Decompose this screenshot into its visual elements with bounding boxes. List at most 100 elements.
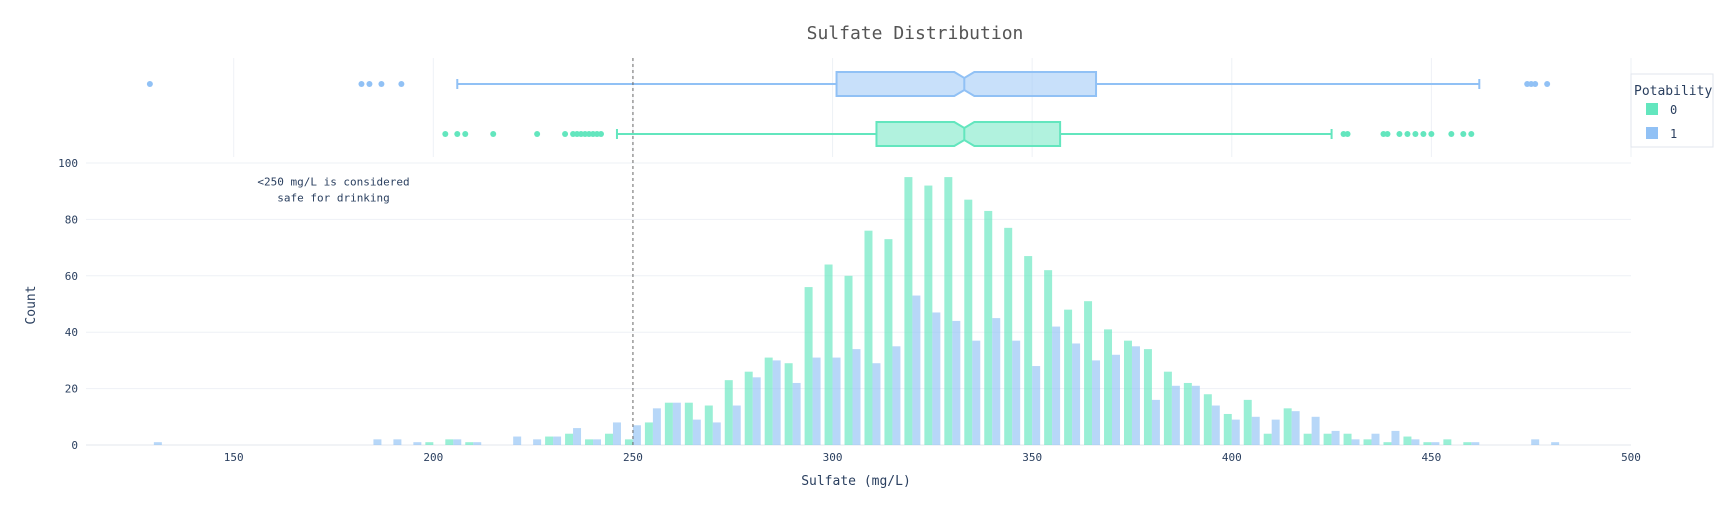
histogram-bar-series-1 [1052, 326, 1061, 445]
legend-title: Potability [1634, 84, 1712, 99]
histogram-bar-series-1 [632, 425, 641, 445]
box-outlier-series-0 [454, 131, 461, 137]
histogram-bar-series-1 [1072, 343, 1081, 445]
histogram-bar-series-1 [772, 360, 781, 445]
histogram-bar-series-1 [373, 439, 382, 445]
legend-swatch-0[interactable] [1646, 103, 1658, 115]
y-tick-label: 40 [65, 326, 78, 339]
histogram-bar-series-1 [513, 436, 522, 445]
histogram-bar-series-0 [1104, 329, 1113, 445]
box-outlier-series-1 [358, 81, 365, 87]
histogram-bar-series-0 [1463, 442, 1472, 445]
histogram-bar-series-1 [1271, 419, 1280, 445]
histogram-bar-series-1 [1191, 385, 1200, 445]
box-outlier-series-1 [146, 81, 153, 87]
box-outlier-series-0 [1396, 131, 1403, 137]
x-tick-label: 150 [224, 451, 244, 464]
chart-title: Sulfate Distribution [807, 23, 1024, 44]
box-outlier-series-1 [1544, 81, 1551, 87]
histogram-bar-series-1 [1092, 360, 1101, 445]
histogram-bar-series-0 [924, 185, 933, 445]
histogram-bar-series-0 [784, 363, 793, 445]
histogram-bar-series-1 [612, 422, 621, 445]
histogram-bar-series-0 [1323, 433, 1332, 445]
x-tick-label: 300 [823, 451, 843, 464]
histogram-bar-series-1 [1471, 442, 1480, 445]
box-outlier-series-0 [534, 131, 541, 137]
box-outlier-series-0 [1420, 131, 1427, 137]
box-body-series-0 [875, 121, 1062, 147]
histogram-bar-series-0 [1203, 394, 1212, 445]
histogram-bar-series-1 [872, 363, 881, 445]
histogram-bar-series-1 [1032, 366, 1041, 445]
histogram-bar-series-0 [944, 177, 953, 445]
histogram-bar-series-0 [624, 439, 633, 445]
histogram-bar-series-1 [892, 346, 901, 445]
histogram-bar-series-1 [1331, 430, 1340, 445]
annotation-line-1: <250 mg/L is considered [257, 176, 409, 189]
histogram-bar-series-0 [684, 402, 693, 445]
box-outlier-series-0 [1468, 131, 1475, 137]
annotation-line-2: safe for drinking [277, 192, 390, 205]
histogram-bar-series-1 [1431, 442, 1440, 445]
histogram-bar-series-1 [852, 349, 861, 445]
box-outlier-series-1 [378, 81, 385, 87]
x-tick-label: 250 [623, 451, 643, 464]
y-tick-label: 60 [65, 270, 78, 283]
histogram-bar-series-0 [824, 264, 833, 445]
x-tick-label: 400 [1222, 451, 1242, 464]
histogram-bar-series-0 [1024, 256, 1033, 445]
box-body-series-1 [835, 71, 1098, 97]
histogram-bar-series-0 [644, 422, 653, 445]
histogram-bar-series-1 [1391, 430, 1400, 445]
histogram-bar-series-0 [1263, 433, 1272, 445]
x-tick-label: 350 [1022, 451, 1042, 464]
histogram-bar-series-1 [1231, 419, 1240, 445]
histogram-bar-series-1 [1211, 405, 1220, 445]
histogram-bar-series-0 [1383, 442, 1392, 445]
histogram-bar-series-1 [812, 357, 821, 445]
legend-swatch-1[interactable] [1646, 127, 1658, 139]
x-tick-label: 500 [1621, 451, 1641, 464]
histogram-bar-series-0 [1403, 436, 1412, 445]
y-tick-label: 20 [65, 383, 78, 396]
box-outlier-series-1 [366, 81, 373, 87]
histogram-bar-series-0 [764, 357, 773, 445]
histogram-bar-series-1 [1371, 433, 1380, 445]
histogram-bar-series-0 [425, 442, 434, 445]
histogram-bar-series-0 [964, 199, 973, 445]
histogram-bar-series-0 [1123, 340, 1132, 445]
box-plots [146, 71, 1551, 147]
histogram-bar-series-1 [752, 377, 761, 445]
legend-box [1630, 73, 1714, 148]
histogram-bar-series-1 [413, 442, 422, 445]
legend: Potability 0 1 [1630, 73, 1714, 148]
histogram-bar-series-0 [1443, 439, 1452, 445]
box-outlier-series-0 [462, 131, 469, 137]
histogram-bar-series-0 [1223, 413, 1232, 445]
legend-label-0[interactable]: 0 [1670, 103, 1677, 117]
histogram-bar-series-0 [884, 239, 893, 445]
histogram-bar-series-1 [1411, 439, 1420, 445]
box-outlier-series-0 [1412, 131, 1419, 137]
histogram-bar-series-1 [972, 340, 981, 445]
legend-label-1[interactable]: 1 [1670, 127, 1677, 141]
box-outlier-series-0 [490, 131, 497, 137]
histogram-bar-series-1 [912, 295, 921, 445]
histogram-bar-series-0 [1343, 433, 1352, 445]
histogram-bar-series-0 [445, 439, 454, 445]
histogram-bar-series-0 [704, 405, 713, 445]
histogram-bar-series-1 [672, 402, 681, 445]
x-axis-title: Sulfate (mg/L) [801, 474, 911, 489]
histogram-bar-series-1 [1291, 411, 1300, 445]
histogram-bar-series-1 [1531, 439, 1540, 445]
box-outlier-series-0 [1344, 131, 1351, 137]
histogram-bars [153, 177, 1560, 445]
histogram-bar-series-0 [1183, 382, 1192, 445]
histogram-bar-series-1 [573, 428, 582, 445]
histogram-bar-series-0 [1363, 439, 1372, 445]
box-outlier-series-1 [398, 81, 405, 87]
histogram-bar-series-0 [724, 380, 733, 445]
histogram-bar-series-1 [1551, 442, 1560, 445]
